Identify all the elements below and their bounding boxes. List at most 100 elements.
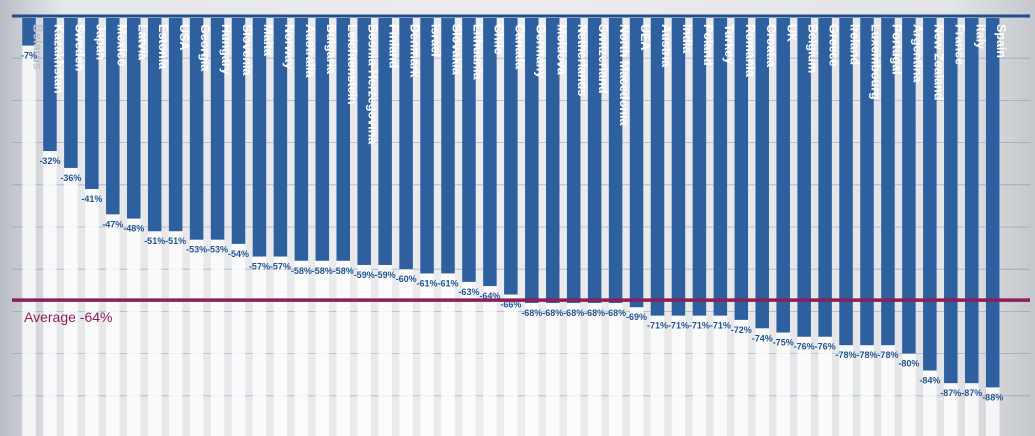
bar	[566, 18, 581, 303]
value-label: -71%	[689, 321, 710, 331]
bar	[755, 18, 769, 329]
bar	[839, 18, 853, 346]
bar	[252, 18, 267, 257]
category-label: UK	[785, 24, 799, 42]
category-label: Finland	[387, 24, 401, 68]
category-label: Romania	[743, 24, 757, 78]
category-label: UEA	[638, 24, 652, 50]
value-label: -63%	[458, 287, 479, 297]
category-label: Ireland	[848, 24, 862, 65]
value-label: -57%	[249, 262, 270, 272]
category-label: Belgium	[806, 24, 820, 73]
value-label: -60%	[396, 274, 417, 284]
bar-shadow	[357, 264, 371, 436]
category-label: Italy	[973, 24, 987, 49]
bars	[22, 18, 1000, 388]
category-label: India	[680, 24, 694, 54]
background-shading	[22, 45, 1000, 436]
bar	[608, 18, 623, 303]
category-label: Georgia	[198, 24, 212, 72]
bar	[587, 18, 602, 303]
category-label: France	[952, 24, 966, 65]
category-label: Croatia	[764, 24, 778, 68]
value-label: -87%	[961, 388, 982, 398]
category-labels: Belarus Kazakhstan Sweden Japan Mexico Latvia…	[31, 24, 1009, 145]
bar-shadow	[462, 281, 476, 436]
value-label: -58%	[333, 266, 354, 276]
category-label: Slovenia	[240, 24, 254, 76]
category-label: Turkey	[722, 24, 736, 64]
value-label: -71%	[710, 321, 731, 331]
bar	[944, 18, 958, 384]
value-label: -58%	[291, 266, 312, 276]
bar-shadow	[923, 370, 937, 436]
bar	[336, 18, 350, 261]
bar-shadow	[504, 294, 518, 436]
category-label: Sweden	[72, 24, 86, 71]
value-label: -88%	[982, 392, 1003, 402]
value-label: -54%	[228, 249, 249, 259]
value-label: -76%	[794, 342, 815, 352]
bar	[546, 18, 560, 303]
bar	[273, 18, 288, 257]
bar-shadow	[818, 336, 832, 436]
bar	[860, 18, 874, 346]
bar-shadow	[629, 307, 644, 436]
category-label: Moldova	[554, 24, 568, 76]
bar-shadow	[965, 383, 979, 436]
bar	[441, 18, 455, 274]
category-label: Estonia	[156, 24, 170, 70]
bar	[504, 18, 518, 295]
bar	[734, 18, 749, 320]
bar-shadow	[64, 167, 78, 436]
bar	[168, 18, 183, 232]
bar-shadow	[210, 239, 225, 436]
bar-shadow	[273, 256, 288, 436]
value-label: -78%	[877, 350, 898, 360]
bar-shadow	[566, 302, 581, 436]
bar	[315, 18, 330, 261]
average-label: Average -64%	[24, 309, 112, 325]
bar-shadow	[43, 151, 57, 436]
bar-shadow	[713, 315, 728, 436]
bar	[923, 18, 937, 371]
value-label: -80%	[898, 359, 919, 369]
category-label: Greece	[827, 24, 841, 66]
bar	[294, 18, 309, 261]
value-label: -51%	[165, 236, 186, 246]
bar-shadow	[860, 345, 874, 436]
bar-shadow	[189, 239, 204, 436]
bar	[106, 18, 120, 215]
bar	[818, 18, 832, 337]
bar	[85, 18, 99, 190]
bar-shadow	[650, 315, 665, 436]
bar-shadow	[944, 383, 958, 436]
category-label: Canada	[512, 24, 526, 70]
category-label: Denmark	[408, 24, 422, 78]
bar-shadow	[127, 218, 141, 436]
value-label: -69%	[626, 312, 647, 322]
bar	[902, 18, 916, 354]
value-label: -53%	[186, 245, 207, 255]
bar-shadow	[483, 286, 497, 436]
bar	[399, 18, 413, 270]
bar-shadow	[315, 260, 330, 436]
value-label: -78%	[836, 350, 857, 360]
bar-shadow	[336, 260, 350, 436]
value-label: -84%	[919, 375, 940, 385]
bar	[127, 18, 141, 219]
value-label: -32%	[39, 156, 60, 166]
bar	[881, 18, 895, 346]
category-label: Hungary	[219, 24, 233, 75]
value-label: -48%	[123, 224, 144, 234]
category-label: Luxembourg	[869, 24, 883, 100]
category-label: Norway	[282, 24, 296, 69]
bar	[797, 18, 811, 337]
bar-shadow	[168, 231, 183, 436]
value-label: -61%	[437, 278, 458, 288]
bar-shadow	[85, 189, 99, 436]
category-label: Germany	[533, 24, 547, 78]
bar-shadow	[378, 264, 392, 436]
category-label: Bosnia-Herzegovina	[366, 24, 380, 145]
bar-shadow	[797, 336, 811, 436]
